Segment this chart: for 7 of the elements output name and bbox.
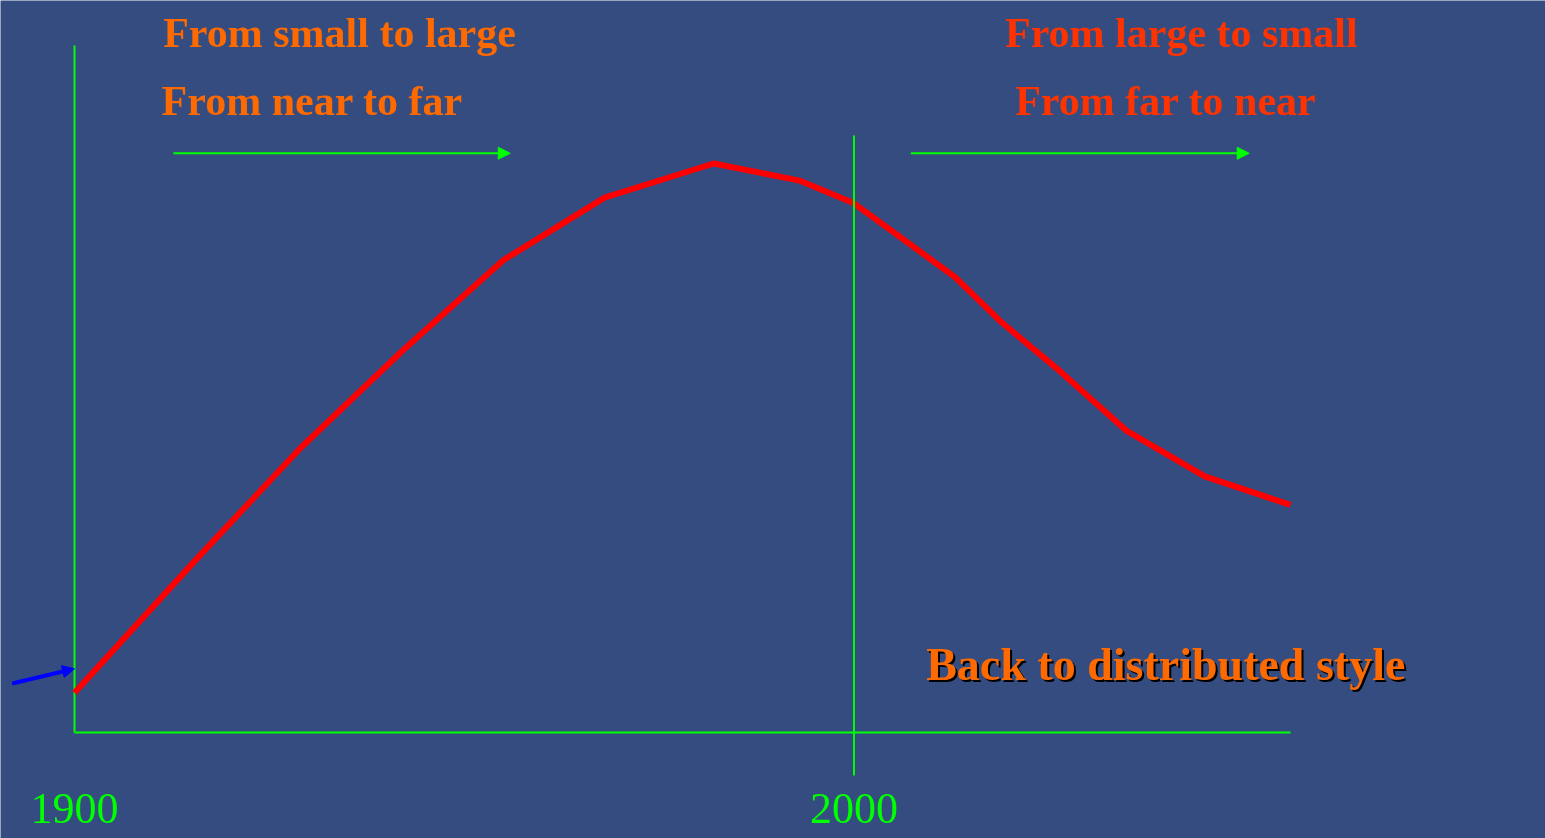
text: From small to large xyxy=(163,9,516,56)
text: From near to far xyxy=(161,77,463,124)
text: From far to near xyxy=(1015,77,1316,124)
text: From large to small xyxy=(1005,9,1358,56)
x-tick-label: 1900 xyxy=(30,784,119,833)
annotation: Back to distributed style xyxy=(928,640,1408,692)
x-tick-label: 2000 xyxy=(809,784,898,833)
